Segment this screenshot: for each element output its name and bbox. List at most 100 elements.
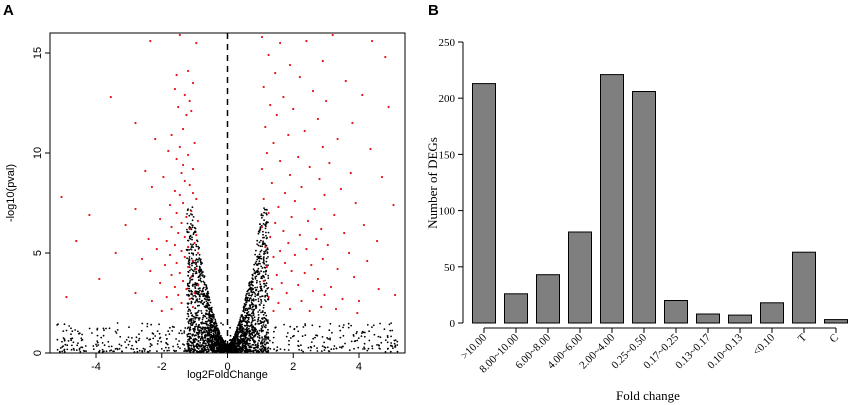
nonsignificant-point <box>203 275 206 278</box>
nonsignificant-point <box>239 350 242 353</box>
nonsignificant-point <box>265 300 267 303</box>
nonsignificant-point <box>186 340 189 343</box>
significant-point <box>297 283 300 287</box>
nonsignificant-point <box>190 213 192 215</box>
significant-point <box>177 105 180 109</box>
significant-point <box>265 151 268 155</box>
significant-point <box>190 209 193 213</box>
significant-point <box>114 251 117 255</box>
deg-y-tick-label: 100 <box>439 206 456 218</box>
nonsignificant-point <box>253 263 256 266</box>
significant-point <box>75 239 78 243</box>
nonsignificant-point <box>265 324 267 326</box>
nonsignificant-point <box>72 347 75 350</box>
nonsignificant-point <box>255 260 258 263</box>
deg-bar <box>504 293 528 324</box>
significant-point <box>154 137 157 141</box>
nonsignificant-point <box>249 350 252 353</box>
nonsignificant-point <box>251 287 253 289</box>
nonsignificant-point <box>97 344 100 346</box>
nonsignificant-point <box>192 318 194 320</box>
nonsignificant-point <box>138 333 140 335</box>
nonsignificant-point <box>263 341 266 343</box>
nonsignificant-point <box>200 321 202 324</box>
nonsignificant-point <box>188 337 191 340</box>
nonsignificant-point <box>258 241 261 244</box>
nonsignificant-point <box>214 320 217 323</box>
significant-point <box>275 113 278 117</box>
nonsignificant-point <box>195 265 198 267</box>
nonsignificant-point <box>258 273 260 276</box>
nonsignificant-point <box>150 344 153 347</box>
significant-point <box>292 107 295 111</box>
significant-point <box>277 205 280 209</box>
nonsignificant-point <box>187 346 190 349</box>
nonsignificant-point <box>260 270 262 273</box>
volcano-y-tick-label: 5 <box>32 250 44 256</box>
nonsignificant-point <box>191 333 194 336</box>
nonsignificant-point <box>59 347 62 349</box>
significant-point <box>175 211 178 215</box>
nonsignificant-point <box>200 310 203 312</box>
nonsignificant-point <box>198 271 201 274</box>
nonsignificant-point <box>254 295 257 298</box>
nonsignificant-point <box>204 335 207 337</box>
significant-point <box>262 85 265 89</box>
nonsignificant-point <box>64 343 67 346</box>
nonsignificant-point <box>187 322 190 325</box>
nonsignificant-point <box>168 333 171 335</box>
nonsignificant-point <box>208 310 211 312</box>
significant-point <box>287 133 290 137</box>
nonsignificant-point <box>300 344 302 347</box>
nonsignificant-point <box>205 322 208 325</box>
nonsignificant-point <box>208 312 211 314</box>
nonsignificant-point <box>239 330 242 333</box>
nonsignificant-point <box>62 330 65 332</box>
significant-point <box>283 191 287 195</box>
nonsignificant-point <box>96 340 99 342</box>
nonsignificant-point <box>216 342 219 345</box>
nonsignificant-point <box>184 348 186 350</box>
nonsignificant-point <box>251 317 254 320</box>
nonsignificant-point <box>205 349 208 351</box>
nonsignificant-point <box>220 334 222 337</box>
significant-point <box>168 203 172 207</box>
nonsignificant-point <box>380 341 383 344</box>
nonsignificant-point <box>206 346 209 349</box>
nonsignificant-point <box>209 301 212 304</box>
significant-point <box>182 201 185 205</box>
nonsignificant-point <box>200 327 203 330</box>
nonsignificant-point <box>219 336 222 339</box>
nonsignificant-point <box>197 309 200 312</box>
nonsignificant-point <box>253 347 256 350</box>
nonsignificant-point <box>68 325 71 327</box>
nonsignificant-point <box>78 332 81 335</box>
significant-point <box>177 231 180 235</box>
nonsignificant-point <box>197 301 200 303</box>
nonsignificant-point <box>340 347 343 349</box>
nonsignificant-point <box>259 245 262 248</box>
nonsignificant-point <box>265 331 268 334</box>
nonsignificant-point <box>265 257 268 260</box>
nonsignificant-point <box>188 226 191 228</box>
nonsignificant-point <box>267 328 269 331</box>
nonsignificant-point <box>198 257 201 260</box>
nonsignificant-point <box>202 342 205 344</box>
nonsignificant-point <box>204 331 206 334</box>
nonsignificant-point <box>213 330 216 332</box>
nonsignificant-point <box>265 221 268 223</box>
nonsignificant-point <box>267 274 270 277</box>
nonsignificant-point <box>261 344 264 347</box>
significant-point <box>305 247 308 251</box>
nonsignificant-point <box>207 324 210 326</box>
nonsignificant-point <box>246 332 248 335</box>
significant-point <box>167 149 170 153</box>
nonsignificant-point <box>189 351 192 353</box>
nonsignificant-point <box>254 293 257 295</box>
nonsignificant-point <box>199 349 202 352</box>
nonsignificant-point <box>248 307 251 310</box>
nonsignificant-point <box>105 327 107 330</box>
nonsignificant-point <box>208 307 211 309</box>
nonsignificant-point <box>103 344 106 347</box>
significant-point <box>315 237 318 241</box>
